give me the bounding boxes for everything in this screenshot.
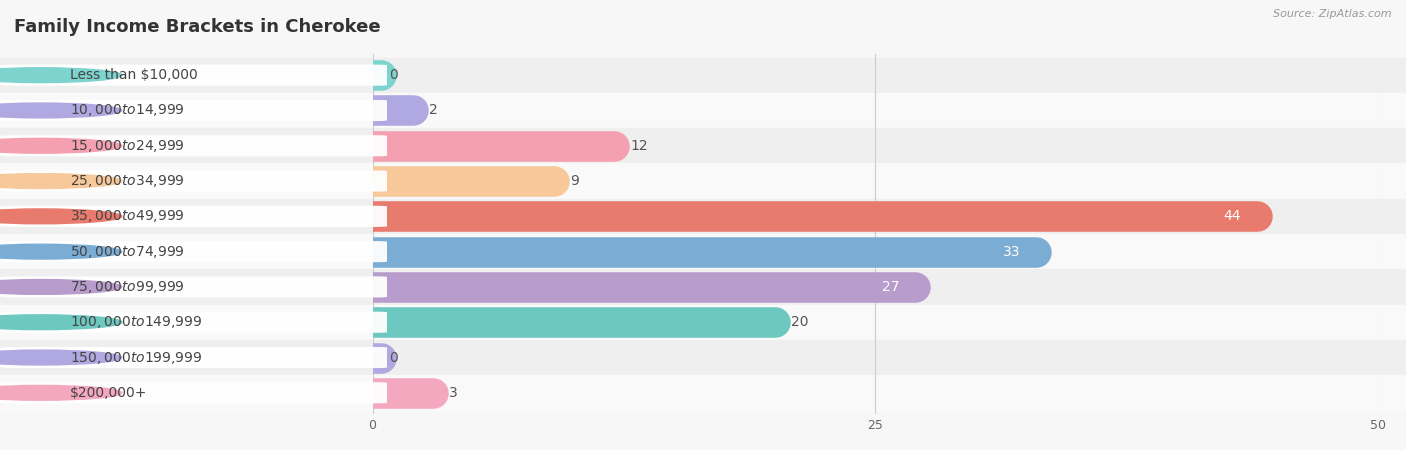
Bar (0, 234, 1406, 269)
Circle shape (0, 350, 122, 365)
Text: $50,000 to $74,999: $50,000 to $74,999 (70, 243, 184, 260)
Text: $75,000 to $99,999: $75,000 to $99,999 (70, 279, 184, 295)
FancyBboxPatch shape (0, 135, 391, 156)
Circle shape (0, 174, 122, 189)
Bar (0, 340, 1406, 375)
Circle shape (0, 103, 122, 118)
FancyBboxPatch shape (0, 171, 391, 192)
FancyBboxPatch shape (0, 347, 391, 368)
Text: 9: 9 (569, 174, 578, 188)
FancyBboxPatch shape (0, 100, 391, 121)
Circle shape (0, 279, 122, 294)
Bar (0, 269, 1406, 305)
Text: 33: 33 (1002, 245, 1019, 259)
Text: $100,000 to $149,999: $100,000 to $149,999 (70, 314, 202, 330)
Text: 27: 27 (882, 280, 900, 294)
Text: $15,000 to $24,999: $15,000 to $24,999 (70, 138, 184, 154)
FancyBboxPatch shape (0, 65, 391, 86)
Text: Less than $10,000: Less than $10,000 (70, 68, 197, 82)
Text: 44: 44 (1223, 209, 1241, 223)
Text: $25,000 to $34,999: $25,000 to $34,999 (70, 173, 184, 189)
Text: 0: 0 (388, 68, 398, 82)
Bar (0, 93, 1406, 128)
Text: 0: 0 (388, 351, 398, 364)
Bar (0, 305, 1406, 340)
FancyBboxPatch shape (0, 276, 391, 297)
Text: $150,000 to $199,999: $150,000 to $199,999 (70, 350, 202, 365)
Text: 3: 3 (449, 386, 458, 400)
FancyBboxPatch shape (0, 312, 391, 333)
Text: 2: 2 (429, 104, 437, 117)
Circle shape (0, 138, 122, 153)
Text: 20: 20 (790, 315, 808, 329)
Circle shape (0, 68, 122, 83)
Circle shape (0, 209, 122, 224)
Text: $200,000+: $200,000+ (70, 386, 148, 400)
FancyBboxPatch shape (0, 206, 391, 227)
Bar (0, 58, 1406, 93)
Bar (0, 199, 1406, 234)
FancyBboxPatch shape (0, 241, 391, 262)
Bar (0, 375, 1406, 410)
Circle shape (0, 244, 122, 259)
Circle shape (0, 385, 122, 400)
Circle shape (0, 315, 122, 330)
Text: $35,000 to $49,999: $35,000 to $49,999 (70, 208, 184, 225)
Bar (0, 128, 1406, 163)
Text: $10,000 to $14,999: $10,000 to $14,999 (70, 103, 184, 118)
Text: Source: ZipAtlas.com: Source: ZipAtlas.com (1274, 9, 1392, 19)
Text: Family Income Brackets in Cherokee: Family Income Brackets in Cherokee (14, 18, 381, 36)
Bar (0, 163, 1406, 199)
Text: 12: 12 (630, 139, 648, 153)
FancyBboxPatch shape (0, 382, 391, 403)
